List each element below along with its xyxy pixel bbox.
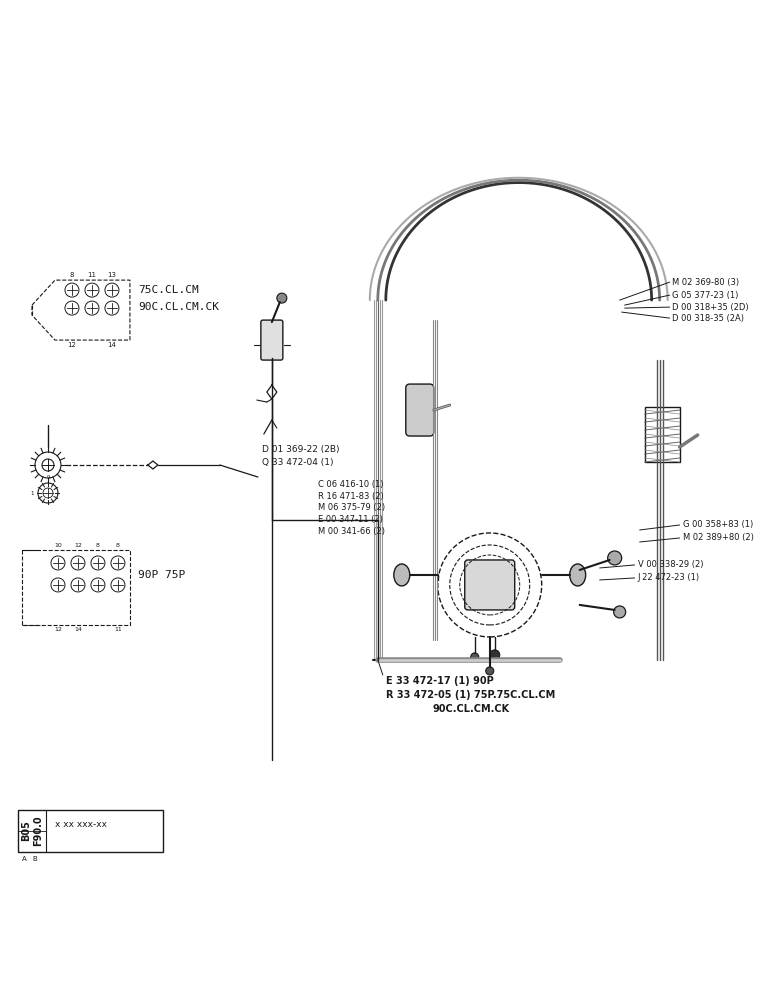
Text: 8: 8 <box>69 272 74 278</box>
Text: 11: 11 <box>87 272 96 278</box>
FancyBboxPatch shape <box>261 320 283 360</box>
Text: x xx xxx-xx: x xx xxx-xx <box>55 820 107 829</box>
Bar <box>18 810 163 852</box>
FancyBboxPatch shape <box>406 384 434 436</box>
Circle shape <box>489 650 499 660</box>
Ellipse shape <box>570 564 586 586</box>
Text: M 00 341-66 (2): M 00 341-66 (2) <box>318 527 384 536</box>
Circle shape <box>486 667 494 675</box>
Circle shape <box>608 551 621 565</box>
Text: 11: 11 <box>114 627 122 632</box>
Text: M 06 375-79 (2): M 06 375-79 (2) <box>318 503 385 512</box>
Ellipse shape <box>394 564 410 586</box>
Text: D 00 318-35 (2A): D 00 318-35 (2A) <box>672 314 743 323</box>
Text: R 16 471-83 (2): R 16 471-83 (2) <box>318 492 384 501</box>
Text: 90P 75P: 90P 75P <box>138 570 185 580</box>
Text: 12: 12 <box>54 627 62 632</box>
Text: V 00 338-29 (2): V 00 338-29 (2) <box>638 560 703 569</box>
Text: J 22 472-23 (1): J 22 472-23 (1) <box>638 573 699 582</box>
Circle shape <box>471 653 479 661</box>
Circle shape <box>277 293 287 303</box>
Text: D 00 318+35 (2D): D 00 318+35 (2D) <box>672 303 748 312</box>
Text: 12: 12 <box>74 543 82 548</box>
Text: E 00 347-11 (2): E 00 347-11 (2) <box>318 515 383 524</box>
Text: F90.0: F90.0 <box>33 816 43 846</box>
Text: 90C.CL.CM.CK: 90C.CL.CM.CK <box>138 302 219 312</box>
Text: M 02 389+80 (2): M 02 389+80 (2) <box>682 533 753 542</box>
Text: 75C.CL.CM: 75C.CL.CM <box>138 285 198 295</box>
Text: 10: 10 <box>54 543 62 548</box>
Text: Q 33 472-04 (1): Q 33 472-04 (1) <box>262 458 334 467</box>
FancyBboxPatch shape <box>465 560 515 610</box>
Text: 9: 9 <box>46 475 49 480</box>
Text: 1: 1 <box>30 491 34 496</box>
Text: 8: 8 <box>116 543 120 548</box>
Text: 14: 14 <box>107 342 117 348</box>
Text: 90C.CL.CM.CK: 90C.CL.CM.CK <box>433 704 510 714</box>
Text: E 33 472-17 (1) 90P: E 33 472-17 (1) 90P <box>386 676 493 686</box>
Text: G 05 377-23 (1): G 05 377-23 (1) <box>672 291 738 300</box>
Text: M 02 369-80 (3): M 02 369-80 (3) <box>672 278 739 287</box>
Text: R 33 472-05 (1) 75P.75C.CL.CM: R 33 472-05 (1) 75P.75C.CL.CM <box>386 690 555 700</box>
Text: D 01 369-22 (2B): D 01 369-22 (2B) <box>262 445 340 454</box>
Text: 13: 13 <box>107 272 117 278</box>
Text: 14: 14 <box>74 627 82 632</box>
Text: 8: 8 <box>96 543 100 548</box>
Text: B05: B05 <box>21 820 31 841</box>
Text: B: B <box>32 856 37 862</box>
Text: 12: 12 <box>67 342 76 348</box>
Text: A: A <box>22 856 27 862</box>
Bar <box>645 407 679 462</box>
Text: C 06 416-10 (1): C 06 416-10 (1) <box>318 480 384 489</box>
Text: G 00 358+83 (1): G 00 358+83 (1) <box>682 520 753 529</box>
Circle shape <box>614 606 625 618</box>
